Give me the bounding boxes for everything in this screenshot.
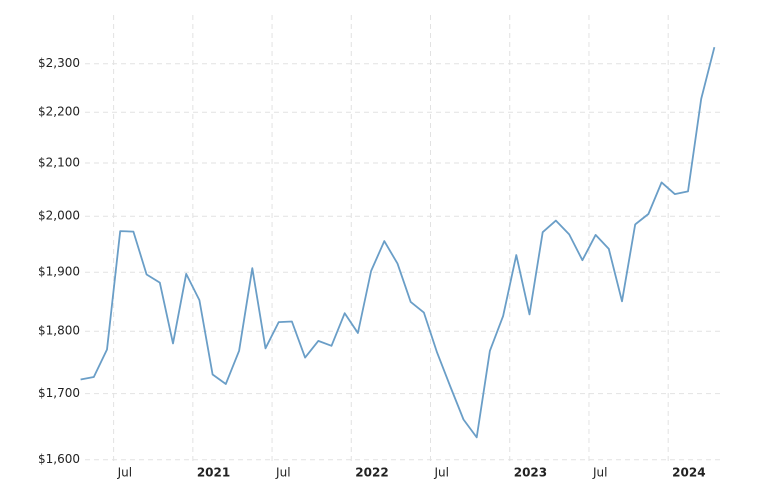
y-tick-label: $1,900 bbox=[38, 265, 80, 279]
x-tick-label: 2023 bbox=[514, 466, 547, 480]
x-tick-label: Jul bbox=[434, 466, 449, 480]
x-tick-label: Jul bbox=[592, 466, 607, 480]
y-tick-label: $1,700 bbox=[38, 386, 80, 400]
y-tick-label: $2,000 bbox=[38, 209, 80, 223]
price-line bbox=[80, 46, 716, 439]
x-tick-label: Jul bbox=[117, 466, 132, 480]
x-tick-label: Jul bbox=[275, 466, 290, 480]
x-tick-label: 2024 bbox=[672, 466, 705, 480]
y-tick-label: $2,300 bbox=[38, 56, 80, 70]
y-tick-label: $2,200 bbox=[38, 105, 80, 119]
x-tick-label: 2021 bbox=[197, 466, 230, 480]
y-tick-label: $1,800 bbox=[38, 324, 80, 338]
y-tick-label: $1,600 bbox=[38, 452, 80, 466]
y-tick-label: $2,100 bbox=[38, 155, 80, 169]
x-tick-label: 2022 bbox=[355, 466, 388, 480]
